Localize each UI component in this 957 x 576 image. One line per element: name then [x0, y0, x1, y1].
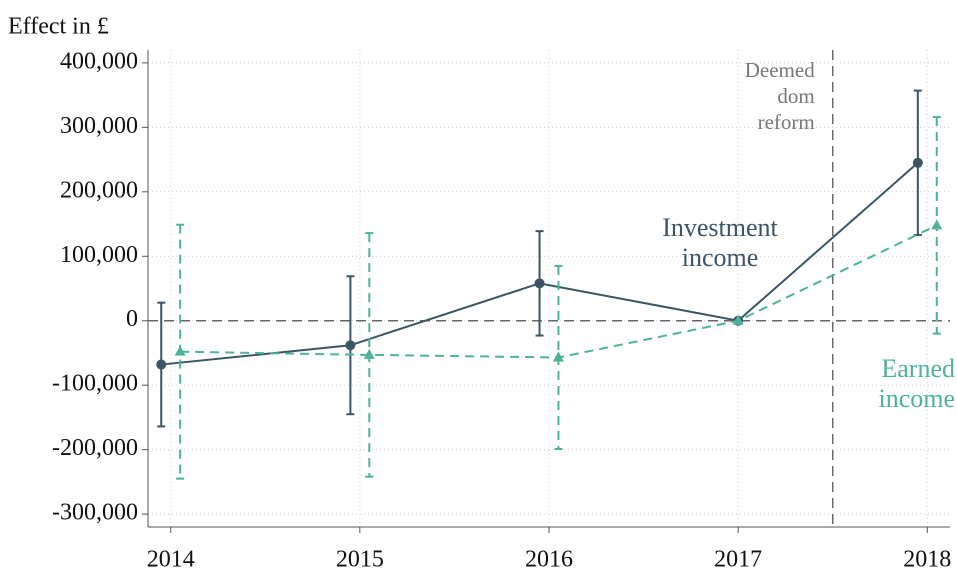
series-label: income [878, 384, 955, 413]
marker [174, 345, 186, 356]
y-tick-label: -300,000 [52, 500, 138, 526]
x-tick-label: 2014 [147, 547, 195, 573]
y-tick-label: 100,000 [60, 242, 138, 268]
y-tick-label: 400,000 [60, 48, 138, 74]
marker [912, 157, 923, 168]
annotation: reform [758, 110, 815, 134]
marker [156, 359, 167, 370]
y-axis-title: Effect in £ [8, 14, 109, 40]
y-tick-label: -100,000 [52, 371, 138, 397]
x-tick-label: 2017 [714, 547, 762, 573]
marker [345, 340, 356, 351]
series-label: income [682, 243, 759, 272]
series-label: Earned [881, 354, 955, 383]
x-tick-label: 2015 [336, 547, 384, 573]
annotation: Deemed [745, 58, 815, 82]
marker [732, 314, 744, 325]
y-tick-label: 300,000 [60, 113, 138, 139]
marker [931, 219, 943, 230]
y-tick-label: 200,000 [60, 177, 138, 203]
y-tick-label: -200,000 [52, 435, 138, 461]
x-tick-label: 2018 [903, 547, 951, 573]
marker [534, 278, 545, 289]
marker [363, 348, 375, 359]
y-tick-label: 0 [126, 306, 138, 332]
x-tick-label: 2016 [525, 547, 573, 573]
marker [552, 351, 564, 362]
annotation: dom [777, 84, 814, 108]
series-label: Investment [662, 213, 778, 242]
